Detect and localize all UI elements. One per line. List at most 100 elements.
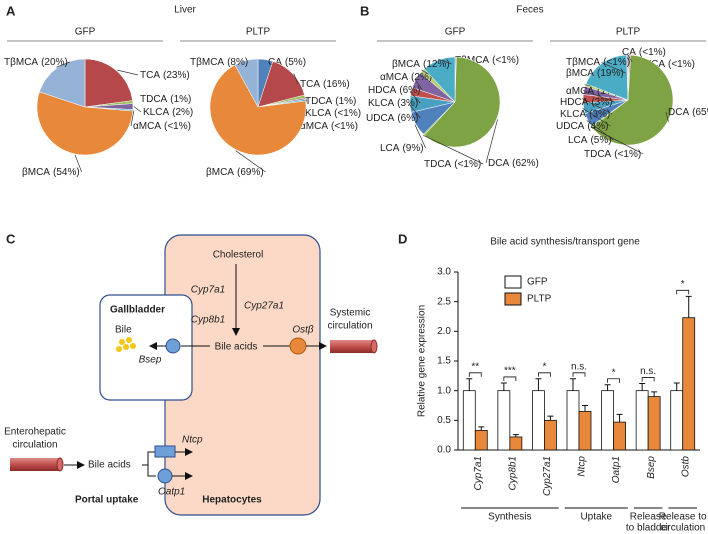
slice-value: (<1%) xyxy=(639,47,666,58)
slice-name: HDCA xyxy=(368,85,397,96)
slice-label: TCA (23%) xyxy=(140,70,190,81)
chart-title: PLTP xyxy=(246,27,271,38)
slice-value: (9%) xyxy=(402,143,423,154)
bile: Bile xyxy=(115,325,132,336)
arrow xyxy=(142,451,156,466)
systemic: Systemic xyxy=(330,308,371,319)
slice-label: TβMCA (20%) xyxy=(4,57,68,68)
slice-value: (54%) xyxy=(53,167,80,178)
x-tick-label: Cyp27a1 xyxy=(542,456,553,496)
vessel-end xyxy=(56,457,64,472)
slice-name: UDCA xyxy=(366,113,395,124)
bsep-transporter xyxy=(165,338,181,354)
bar xyxy=(509,436,523,451)
slice-name: DCA xyxy=(488,158,509,169)
group-label: Synthesis xyxy=(488,512,531,523)
significance-bracket xyxy=(572,372,586,377)
slice-value: (<1%) xyxy=(454,159,481,170)
leader-line xyxy=(438,58,452,65)
section-title: Liver xyxy=(174,5,196,16)
bile-dots xyxy=(116,337,136,352)
bar xyxy=(532,390,545,451)
chart-title: Bile acid synthesis/transport gene xyxy=(490,237,640,248)
slice-value: (<1%) xyxy=(334,108,361,119)
slice-label: UDCA (4%) xyxy=(556,121,608,132)
group-label: circulation xyxy=(660,523,705,534)
significance: * xyxy=(542,361,546,372)
pie-slice xyxy=(585,54,629,101)
legend-swatch xyxy=(504,275,522,289)
slice-label: TDCA (1%) xyxy=(305,96,356,107)
error-bar xyxy=(673,382,680,391)
leader-line xyxy=(235,150,266,173)
ntcp: Ntcp xyxy=(182,435,203,446)
error-bar xyxy=(535,378,542,391)
significance-bracket xyxy=(676,289,690,295)
slice-value: (8%) xyxy=(227,57,248,68)
slice-label: CA (<1%) xyxy=(622,47,666,58)
bile-acids: Bile acids xyxy=(215,342,258,353)
slice-label: βMCA (19%) xyxy=(566,68,624,79)
slice-name: βMCA xyxy=(392,59,420,70)
slice-value: (<1%) xyxy=(164,121,191,132)
slice-name: TDCA xyxy=(140,94,168,105)
leader-line xyxy=(665,111,669,122)
y-axis-label: Relative gene expression xyxy=(417,305,428,417)
significance-bracket xyxy=(468,372,482,377)
bar xyxy=(544,419,557,451)
slice-label: HDCA (6%) xyxy=(368,85,420,96)
slice-name: TβMCA xyxy=(190,57,224,68)
bar xyxy=(613,421,626,451)
portal-bile-acids: Bile acids xyxy=(88,460,131,471)
x-tick-label: Cyp7a1 xyxy=(473,456,484,490)
group-label: Release xyxy=(630,512,667,523)
pie-slice xyxy=(424,56,456,103)
slice-value: (65%) xyxy=(692,107,708,118)
leader-line xyxy=(74,154,82,173)
slice-label: TβMCA(<1%) xyxy=(566,57,630,68)
enzyme: Cyp7a1 xyxy=(191,285,225,296)
slice-value: (23%) xyxy=(163,70,190,81)
slice-label: HDCA (3%) xyxy=(560,97,612,108)
section-title: Feces xyxy=(516,5,543,16)
error-bar xyxy=(570,378,576,391)
error-bar xyxy=(512,434,519,437)
bar xyxy=(566,390,580,451)
bar xyxy=(647,396,661,451)
slice-value: (<1%) xyxy=(603,57,630,68)
slice-value: (12%) xyxy=(423,59,450,70)
slice-value: (5%) xyxy=(285,57,306,68)
slice-label: KLCA (3%) xyxy=(560,109,610,120)
slice-value: (4%) xyxy=(587,121,608,132)
chart-title: GFP xyxy=(75,27,96,38)
error-bar xyxy=(466,378,473,391)
x-tick-label: Ostb xyxy=(680,456,691,478)
y-tick-label: 2.5 xyxy=(437,296,451,307)
y-tick-label: 0.5 xyxy=(437,415,451,426)
slice-label: αMCA (<1%) xyxy=(300,121,358,132)
significance: ** xyxy=(471,361,479,372)
leader-line xyxy=(601,62,626,74)
bar xyxy=(578,411,592,451)
slice-name: βMCA xyxy=(206,167,234,178)
vessel-end xyxy=(370,339,378,354)
slice-value: (62%) xyxy=(512,158,539,169)
slice-name: βMCA xyxy=(22,167,50,178)
slice-value: (16%) xyxy=(323,79,350,90)
slice-label: αMCA (2%) xyxy=(380,72,432,83)
hepatocytes: Hepatocytes xyxy=(202,495,262,506)
enzyme: Cyp8b1 xyxy=(191,315,225,326)
slice-value: (<1%) xyxy=(492,55,519,66)
slice-name: βMCA xyxy=(566,68,594,79)
slice-label: TDCA (<1%) xyxy=(424,159,481,170)
gallbladder-box xyxy=(99,294,193,401)
x-tick-label: Oatp1 xyxy=(611,456,622,483)
significance: n.s. xyxy=(571,361,587,372)
error-bar xyxy=(616,413,623,423)
slice-name: LCA xyxy=(380,143,400,154)
leader-line xyxy=(130,110,135,127)
slice-name: αMCA xyxy=(133,121,161,132)
leader-line xyxy=(586,120,614,141)
pie-slice xyxy=(36,91,134,156)
error-bar xyxy=(639,383,646,391)
